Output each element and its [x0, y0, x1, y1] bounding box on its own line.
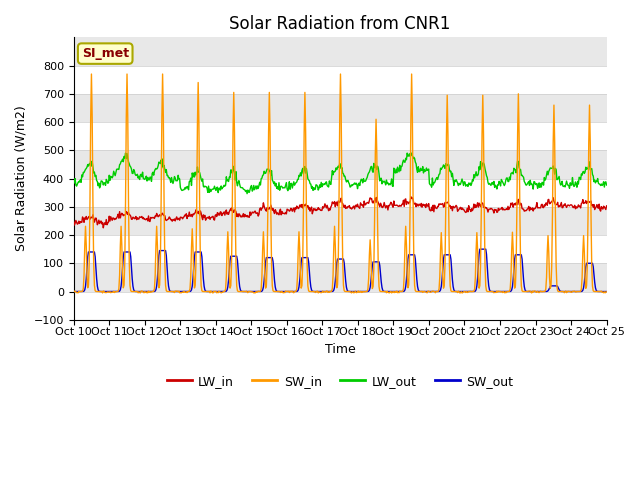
- Line: SW_out: SW_out: [74, 249, 607, 291]
- SW_in: [135, 289, 143, 295]
- Bar: [74, 150, 607, 179]
- SW_out: [405, 252, 413, 258]
- SW_in: [88, 71, 95, 77]
- LW_in: [603, 203, 611, 209]
- SW_out: [476, 246, 484, 252]
- Bar: [74, 179, 607, 207]
- LW_in: [99, 225, 107, 231]
- SW_out: [70, 288, 77, 294]
- Bar: [74, 94, 607, 122]
- LW_out: [406, 154, 414, 159]
- SW_in: [189, 244, 197, 250]
- SW_out: [79, 288, 87, 294]
- SW_out: [188, 283, 196, 289]
- Title: Solar Radiation from CNR1: Solar Radiation from CNR1: [229, 15, 451, 33]
- LW_out: [603, 182, 611, 188]
- Bar: [74, 235, 607, 263]
- LW_in: [189, 211, 197, 217]
- Line: LW_in: LW_in: [74, 197, 607, 228]
- LW_out: [189, 174, 197, 180]
- LW_in: [422, 204, 429, 210]
- LW_in: [218, 209, 225, 215]
- LW_in: [407, 194, 415, 200]
- SW_out: [134, 288, 142, 294]
- LW_out: [79, 169, 87, 175]
- SW_in: [603, 289, 611, 295]
- Bar: [74, 291, 607, 320]
- LW_in: [79, 216, 87, 222]
- LW_out: [243, 191, 251, 196]
- SW_in: [421, 289, 429, 295]
- SW_in: [70, 289, 77, 295]
- Bar: [74, 263, 607, 291]
- SW_in: [218, 290, 225, 296]
- Bar: [74, 66, 607, 94]
- LW_in: [135, 216, 143, 222]
- Text: SI_met: SI_met: [82, 47, 129, 60]
- LW_out: [135, 173, 143, 179]
- SW_in: [79, 286, 87, 291]
- Line: LW_out: LW_out: [74, 153, 607, 193]
- SW_out: [420, 288, 428, 294]
- LW_in: [406, 199, 413, 205]
- Legend: LW_in, SW_in, LW_out, SW_out: LW_in, SW_in, LW_out, SW_out: [162, 370, 518, 393]
- LW_out: [218, 183, 225, 189]
- LW_in: [70, 218, 77, 224]
- X-axis label: Time: Time: [324, 343, 355, 356]
- Line: SW_in: SW_in: [74, 74, 607, 293]
- SW_in: [406, 259, 413, 265]
- Bar: [74, 122, 607, 150]
- SW_out: [603, 288, 611, 294]
- Y-axis label: Solar Radiation (W/m2): Solar Radiation (W/m2): [15, 106, 28, 252]
- LW_out: [70, 179, 77, 184]
- LW_out: [422, 168, 429, 174]
- Bar: [74, 207, 607, 235]
- LW_out: [122, 150, 129, 156]
- SW_in: [458, 290, 466, 296]
- SW_out: [216, 288, 224, 294]
